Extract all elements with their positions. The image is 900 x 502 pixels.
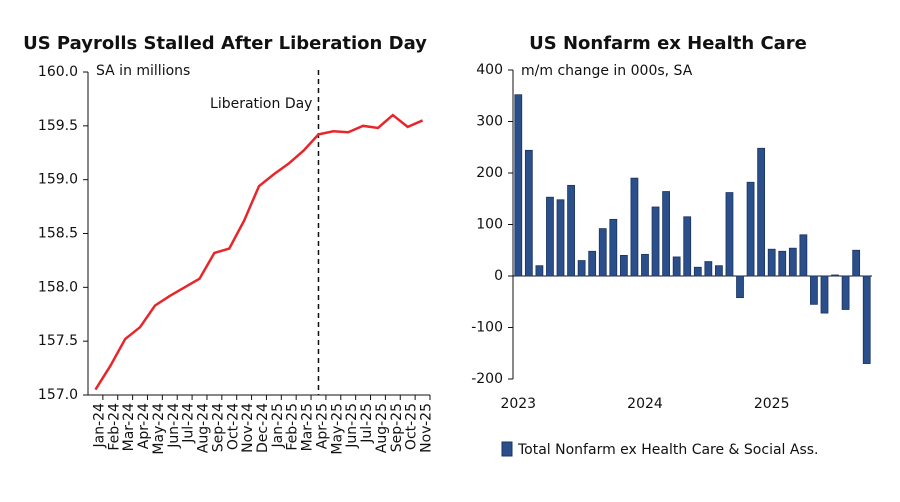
- x-tick-label: May-24: [151, 403, 167, 455]
- x-tick-label: Sep-25: [389, 403, 405, 452]
- bar: [693, 266, 702, 277]
- x-tick-label: Jan-24: [91, 403, 107, 449]
- bar: [588, 250, 597, 277]
- x-tick-label: Apr-25: [314, 403, 330, 449]
- x-tick-label: Jun-25: [344, 403, 360, 449]
- bar: [852, 249, 861, 277]
- x-tick-label: 2024: [627, 396, 663, 412]
- bar: [662, 191, 670, 277]
- bar: [524, 149, 533, 277]
- bar: [736, 275, 744, 299]
- bar: [546, 196, 554, 277]
- bar: [577, 260, 586, 277]
- bar: [567, 184, 575, 277]
- chart-title: US Payrolls Stalled After Liberation Day: [23, 33, 427, 54]
- legend-label: Total Nonfarm ex Health Care & Social As…: [517, 442, 819, 458]
- legend-swatch: [501, 441, 513, 457]
- y-tick-label: 157.5: [38, 333, 78, 349]
- bar: [810, 275, 818, 305]
- y-tick-label: 159.0: [38, 172, 78, 188]
- y-tick-label: 400: [476, 62, 503, 78]
- bar: [641, 253, 649, 277]
- bar: [715, 265, 723, 277]
- x-tick-label: Nov-24: [240, 403, 256, 453]
- y-tick-label: 158.0: [38, 279, 78, 295]
- bar: [767, 248, 776, 277]
- bar: [535, 265, 544, 277]
- bar: [746, 181, 755, 277]
- bar: [609, 218, 618, 277]
- bar: [820, 275, 829, 314]
- subtitle: SA in millions: [96, 63, 190, 79]
- x-tick-label: Mar-25: [300, 403, 316, 451]
- x-tick-label: Nov-25: [419, 403, 435, 453]
- x-tick-label: Jul-24: [181, 403, 197, 444]
- x-tick-label: 2023: [500, 396, 536, 412]
- y-tick-label: 157.0: [38, 387, 78, 403]
- bar: [757, 147, 766, 277]
- bar: [841, 275, 850, 310]
- bar: [862, 275, 871, 364]
- x-tick-label: Mar-24: [121, 403, 137, 451]
- y-tick-label: 158.5: [38, 226, 78, 242]
- bar: [683, 216, 692, 277]
- bar: [672, 256, 681, 277]
- x-tick-label: Oct-25: [404, 403, 420, 450]
- x-tick-label: 2025: [754, 396, 790, 412]
- x-tick-label: May-25: [329, 403, 345, 455]
- bar: [651, 206, 660, 277]
- chart-title: US Nonfarm ex Health Care: [529, 33, 807, 54]
- bar: [514, 94, 523, 277]
- bar: [788, 247, 797, 277]
- y-tick-label: 200: [476, 165, 503, 181]
- bar: [630, 177, 639, 277]
- bar: [619, 254, 628, 277]
- x-tick-label: Feb-25: [285, 403, 301, 451]
- x-tick-label: Jan-25: [270, 403, 286, 448]
- x-tick-label: Oct-24: [225, 403, 241, 450]
- y-tick-label: 160.0: [38, 64, 78, 80]
- y-tick-label: 159.5: [38, 118, 78, 134]
- y-tick-label: 100: [476, 217, 503, 233]
- x-tick-label: Feb-24: [106, 403, 122, 451]
- y-tick-label: -100: [471, 320, 503, 336]
- y-tick-label: 300: [476, 114, 503, 130]
- x-tick-label: Jul-25: [359, 403, 375, 444]
- annotation: Liberation Day: [210, 96, 312, 112]
- bar: [799, 234, 808, 277]
- x-tick-label: Sep-24: [210, 403, 226, 452]
- subtitle: m/m change in 000s, SA: [521, 63, 693, 79]
- x-tick-label: Aug-24: [196, 403, 212, 453]
- bar: [725, 192, 734, 277]
- bar: [556, 199, 565, 277]
- bar: [778, 250, 787, 277]
- bar: [598, 228, 607, 277]
- x-tick-label: Jun-24: [166, 403, 182, 449]
- x-tick-label: Aug-25: [374, 403, 390, 453]
- y-tick-label: -200: [471, 371, 503, 387]
- y-tick-label: 0: [494, 268, 503, 284]
- x-tick-label: Dec-24: [255, 403, 271, 453]
- line: [94, 113, 424, 391]
- x-tick-label: Apr-24: [136, 403, 152, 449]
- bar: [704, 261, 713, 277]
- bar: [831, 274, 839, 277]
